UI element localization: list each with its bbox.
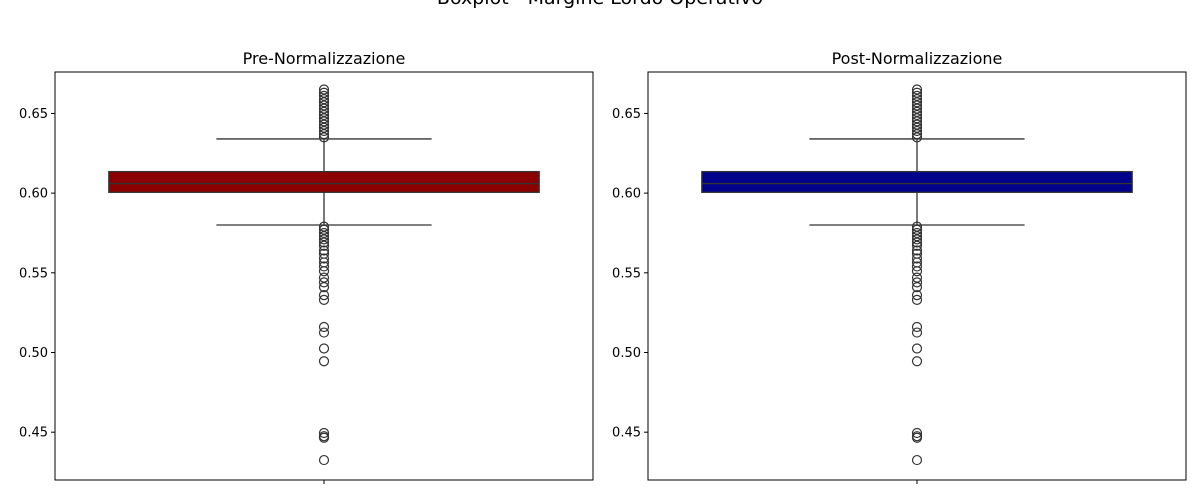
y-tick-label: 0.50 xyxy=(612,346,641,361)
outlier-point xyxy=(911,224,923,235)
outlier-point xyxy=(318,431,330,442)
iqr-box xyxy=(108,170,540,193)
outlier-point xyxy=(318,272,330,283)
y-tick-label: 0.50 xyxy=(19,346,48,361)
outlier-point xyxy=(318,261,330,272)
outlier-point xyxy=(318,224,330,235)
outlier-point xyxy=(318,245,330,256)
outlier-point xyxy=(318,327,330,338)
iqr-box xyxy=(701,170,1133,193)
outlier-point xyxy=(911,248,923,259)
outlier-point xyxy=(318,277,330,288)
outlier-point xyxy=(318,84,330,95)
y-tick-label: 0.55 xyxy=(612,266,641,281)
outlier-point xyxy=(318,248,330,259)
outlier-point xyxy=(318,290,330,301)
outlier-point xyxy=(318,321,330,333)
y-tick-label: 0.55 xyxy=(19,266,48,281)
y-tick-label: 0.60 xyxy=(19,187,48,202)
outlier-point xyxy=(911,84,923,95)
outlier-point xyxy=(911,431,923,442)
outlier-point xyxy=(318,454,330,466)
axes-frame xyxy=(54,71,594,481)
outlier-point xyxy=(911,227,923,239)
figure-title: Boxplot - Margine Lordo Operativo xyxy=(0,0,1200,9)
outlier-point xyxy=(318,427,330,439)
outlier-point xyxy=(911,253,923,264)
outlier-point xyxy=(911,272,923,283)
y-tick-label: 0.65 xyxy=(612,107,641,122)
axes-frame xyxy=(647,71,1187,481)
y-tick-label: 0.65 xyxy=(19,107,48,122)
outlier-point xyxy=(911,277,923,288)
outlier-point xyxy=(911,245,923,256)
outlier-point xyxy=(911,90,923,102)
outlier-point xyxy=(911,356,923,367)
y-tick-label: 0.45 xyxy=(612,426,641,441)
outlier-point xyxy=(911,427,923,439)
outlier-point xyxy=(318,343,330,354)
subplot-title: Pre-Normalizzazione xyxy=(243,49,406,68)
outlier-point xyxy=(318,356,330,367)
outlier-point xyxy=(911,327,923,338)
outlier-point xyxy=(911,221,923,232)
outlier-point xyxy=(911,454,923,466)
outlier-point xyxy=(318,90,330,102)
outlier-point xyxy=(911,290,923,301)
outlier-point xyxy=(911,294,923,306)
y-tick-label: 0.60 xyxy=(612,187,641,202)
y-tick-label: 0.45 xyxy=(19,426,48,441)
outlier-point xyxy=(911,261,923,272)
subplot-1: Pre-Normalizzazione 0.45 0.50 0.55 0.60 0.65 xyxy=(19,49,594,484)
subplot-title: Post-Normalizzazione xyxy=(832,49,1003,68)
outlier-point xyxy=(318,227,330,239)
outlier-point xyxy=(911,343,923,354)
outlier-point xyxy=(318,221,330,232)
outlier-point xyxy=(318,87,330,98)
outlier-point xyxy=(318,253,330,264)
subplot-2: Post-Normalizzazione 0.45 0.50 0.55 0.60 0.65 xyxy=(612,49,1187,484)
outlier-point xyxy=(911,87,923,98)
outlier-point xyxy=(318,294,330,306)
outlier-point xyxy=(911,321,923,333)
